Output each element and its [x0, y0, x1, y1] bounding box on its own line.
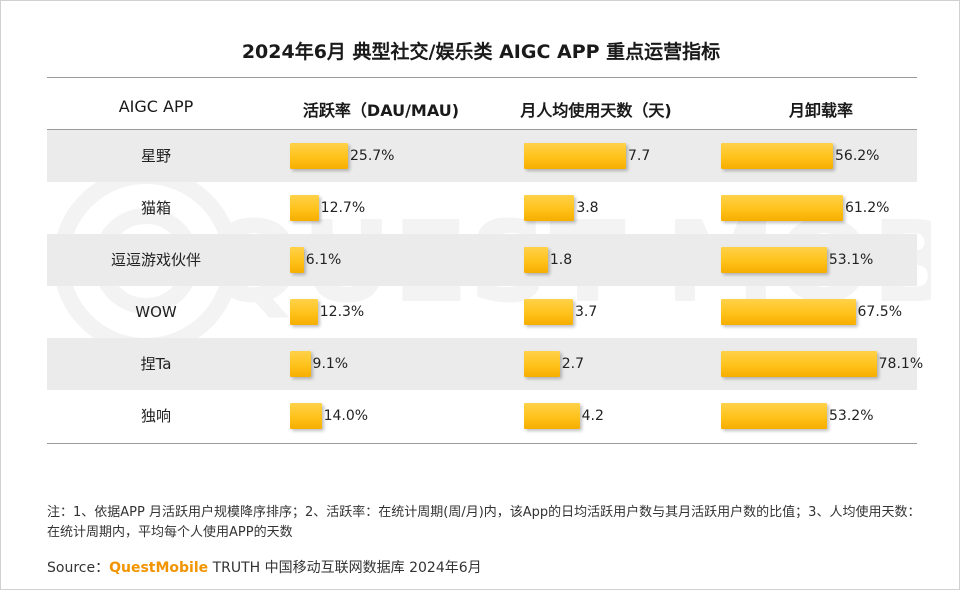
data-label-series-1: 2.7 — [561, 356, 585, 372]
bar-series-1 — [524, 351, 560, 377]
bottom-rule — [47, 443, 917, 444]
bar-series-0 — [290, 299, 318, 325]
data-label-series-1: 3.7 — [575, 304, 598, 320]
table-row: 独响 14.0% 4.2 53.2% — [47, 390, 917, 442]
header-usage-days: 月人均使用天数（天) — [520, 101, 672, 120]
source-line: Source：QuestMobile TRUTH 中国移动互联网数据库 2024… — [47, 557, 482, 577]
data-label-series-0: 12.3% — [319, 304, 365, 320]
table-row: 星野 25.7% 7.7 56.2% — [47, 130, 917, 182]
table-row: WOW 12.3% 3.7 67.5% — [47, 286, 917, 338]
data-label-series-2: 53.1% — [828, 252, 874, 268]
data-label-series-0: 9.1% — [312, 356, 349, 372]
app-name: 猫箱 — [140, 199, 171, 217]
bar-series-2 — [721, 143, 833, 169]
bar-series-0 — [290, 403, 322, 429]
app-name: 独响 — [140, 407, 171, 425]
table-row: 捏Ta 9.1% 2.7 78.1% — [47, 338, 923, 390]
table-row: 猫箱 12.7% 3.8 61.2% — [47, 182, 917, 234]
source-label: Source： — [47, 560, 110, 576]
bar-series-0 — [290, 143, 348, 169]
data-label-series-2: 61.2% — [844, 200, 890, 216]
bar-series-2 — [721, 299, 856, 325]
data-label-series-0: 12.7% — [320, 200, 366, 216]
bar-series-0 — [290, 247, 304, 273]
table-row: 逗逗游戏伙伴 6.1% 1.8 53.1% — [47, 234, 917, 286]
top-rule — [47, 77, 917, 78]
data-label-series-2: 56.2% — [835, 148, 880, 164]
bar-series-2 — [721, 403, 828, 429]
app-name: 捏Ta — [140, 355, 172, 373]
header-active-rate: 活跃率（DAU/MAU) — [302, 101, 460, 120]
header-rule — [47, 129, 917, 130]
bar-series-1 — [524, 403, 580, 429]
data-label-series-2: 67.5% — [857, 304, 902, 320]
data-label-series-1: 3.8 — [576, 200, 599, 216]
footnote: 注：1、依据APP 月活跃用户规模降序排序；2、活跃率：在统计周期(周/月)内，… — [47, 505, 921, 540]
data-label-series-2: 78.1% — [878, 356, 924, 372]
bar-series-2 — [721, 247, 827, 273]
bar-series-2 — [721, 351, 877, 377]
data-label-series-0: 6.1% — [305, 252, 342, 268]
source-brand: QuestMobile — [109, 560, 209, 576]
data-label-series-1: 1.8 — [549, 252, 573, 268]
data-label-series-1: 7.7 — [628, 148, 651, 164]
bar-series-0 — [290, 195, 319, 221]
app-name: WOW — [135, 303, 177, 321]
data-label-series-2: 53.2% — [829, 408, 874, 424]
chart-title: 2024年6月 典型社交/娱乐类 AIGC APP 重点运营指标 — [241, 41, 721, 63]
source-rest: TRUTH 中国移动互联网数据库 2024年6月 — [208, 560, 482, 576]
header-uninstall-rate: 月卸载率 — [788, 101, 853, 120]
bar-series-1 — [524, 143, 626, 169]
bar-series-1 — [524, 299, 573, 325]
data-label-series-0: 25.7% — [350, 148, 395, 164]
header-app: AIGC APP — [118, 97, 194, 116]
data-label-series-1: 4.2 — [581, 408, 604, 424]
bar-series-2 — [721, 195, 843, 221]
bar-series-1 — [524, 247, 548, 273]
app-name: 星野 — [140, 147, 171, 165]
bar-series-1 — [524, 195, 575, 221]
bar-series-0 — [290, 351, 311, 377]
data-label-series-0: 14.0% — [323, 408, 369, 424]
app-name: 逗逗游戏伙伴 — [110, 251, 201, 269]
